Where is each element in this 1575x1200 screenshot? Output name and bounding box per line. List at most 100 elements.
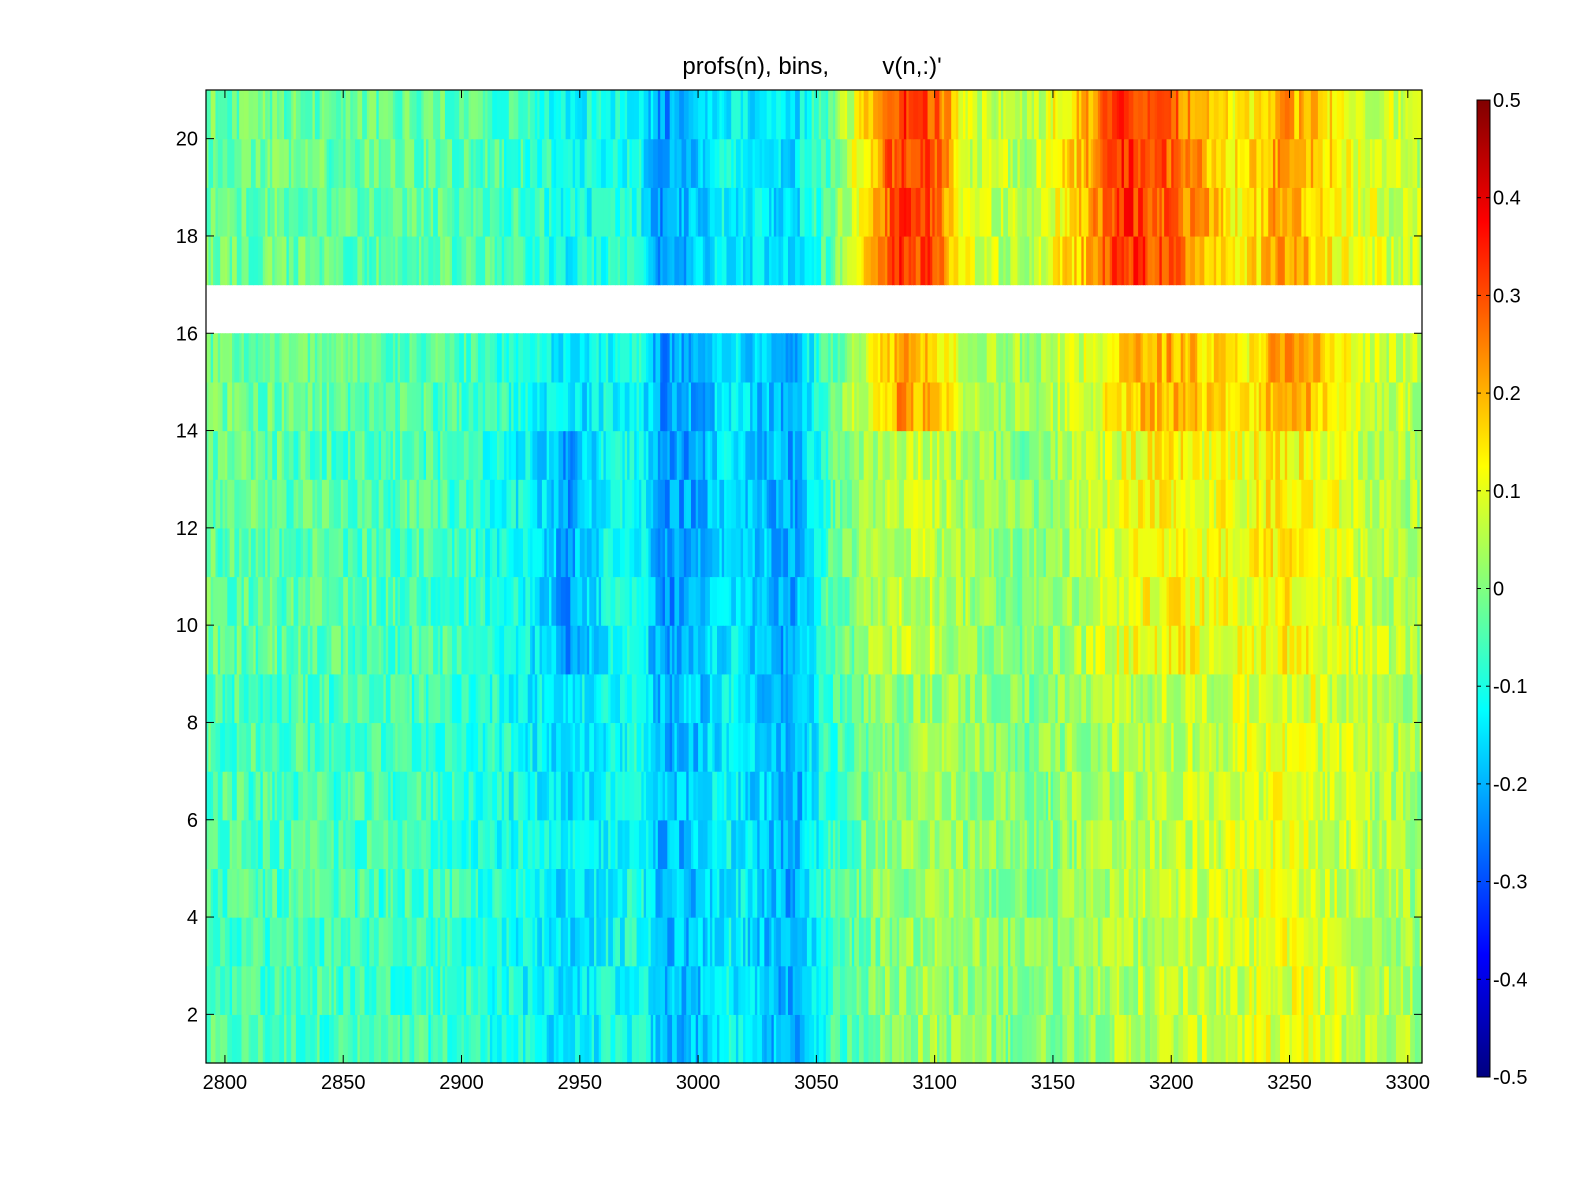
- heat-cell: [428, 673, 434, 724]
- heat-cell: [1128, 527, 1134, 578]
- heat-cell: [679, 576, 683, 626]
- heat-cell: [1178, 527, 1184, 578]
- heat-cell: [638, 819, 642, 869]
- heat-cell: [631, 673, 638, 724]
- heat-cell: [544, 381, 548, 432]
- heat-cell: [1317, 722, 1324, 772]
- heat-cell: [1161, 527, 1165, 578]
- heat-cell: [255, 479, 259, 529]
- heat-cell: [785, 917, 791, 967]
- heat-cell: [922, 1014, 929, 1064]
- heat-cell: [352, 771, 356, 821]
- heat-cell: [726, 722, 730, 772]
- heat-cell: [430, 868, 434, 918]
- heat-cell: [1384, 673, 1390, 724]
- heat-cell: [1268, 673, 1274, 724]
- heat-cell: [653, 965, 657, 1015]
- heat-cell: [584, 1014, 590, 1064]
- heat-cell: [745, 333, 751, 383]
- heat-cell: [903, 625, 907, 675]
- heat-cell: [776, 868, 782, 918]
- heat-cell: [934, 965, 938, 1015]
- heat-cell: [1104, 527, 1111, 578]
- heat-cell: [452, 673, 458, 724]
- heat-cell: [523, 333, 526, 383]
- heat-cell: [1282, 479, 1288, 529]
- heat-cell: [272, 917, 278, 967]
- heat-cell: [795, 625, 801, 675]
- heat-cell: [785, 771, 789, 821]
- heat-cell: [641, 673, 647, 724]
- heat-cell: [648, 771, 654, 821]
- heat-cell: [1313, 479, 1317, 529]
- heat-cell: [598, 430, 602, 480]
- heat-cell: [861, 722, 867, 772]
- heat-cell: [1419, 673, 1423, 724]
- heat-cell: [1351, 819, 1357, 869]
- heat-cell: [241, 819, 247, 869]
- heat-cell: [858, 381, 865, 432]
- heat-cell: [792, 819, 796, 869]
- heat-cell: [693, 625, 699, 675]
- heat-cell: [577, 430, 583, 480]
- heat-cell: [1076, 771, 1082, 821]
- heat-cell: [511, 1014, 515, 1064]
- heat-cell: [1003, 965, 1009, 1015]
- heat-cell: [830, 625, 836, 675]
- heat-cell: [1088, 1014, 1092, 1064]
- heat-cell: [757, 625, 763, 675]
- heat-cell: [1201, 1014, 1208, 1064]
- heat-cell: [672, 917, 676, 967]
- heat-cell: [1057, 673, 1061, 724]
- heat-cell: [1022, 625, 1026, 675]
- heat-cell: [560, 722, 567, 772]
- heat-cell: [1192, 527, 1198, 578]
- heat-cell: [496, 333, 503, 383]
- heat-cell: [752, 819, 758, 869]
- heat-cell: [487, 1014, 491, 1064]
- heat-cell: [1265, 965, 1269, 1015]
- heat-cell: [894, 1014, 900, 1064]
- heat-cell: [1173, 673, 1177, 724]
- heat-cell: [350, 1014, 354, 1064]
- heat-cell: [1081, 576, 1087, 626]
- heat-cell: [1365, 917, 1371, 967]
- heat-cell: [246, 722, 252, 772]
- heat-cell: [927, 771, 931, 821]
- heat-cell: [1329, 625, 1333, 675]
- heat-cell: [1010, 868, 1016, 918]
- heat-cell: [549, 819, 553, 869]
- heat-cell: [300, 722, 304, 772]
- heat-cell: [965, 576, 969, 626]
- heat-cell: [274, 479, 278, 529]
- heat-cell: [1405, 965, 1411, 1015]
- heat-cell: [338, 868, 342, 918]
- heat-cell: [1213, 479, 1217, 529]
- heat-cell: [615, 917, 621, 967]
- heat-cell: [648, 430, 654, 480]
- heat-cell: [1317, 965, 1321, 1015]
- heat-cell: [444, 965, 448, 1015]
- heat-cell: [629, 333, 633, 383]
- heat-cell: [738, 965, 742, 1015]
- heat-cell: [981, 819, 985, 869]
- heat-cell: [468, 673, 472, 724]
- heat-cell: [1159, 1014, 1165, 1064]
- heat-cell: [1334, 771, 1340, 821]
- heat-cell: [269, 430, 273, 480]
- heat-cell: [1128, 625, 1132, 675]
- heat-cell: [1235, 868, 1239, 918]
- heat-cell: [1386, 576, 1390, 626]
- heat-cell: [343, 333, 347, 383]
- heat-cell: [929, 819, 936, 869]
- heat-cell: [336, 722, 342, 772]
- heat-cell: [525, 333, 531, 383]
- heat-cell: [284, 965, 288, 1015]
- heat-cell: [1369, 965, 1376, 1015]
- heat-cell: [1374, 381, 1378, 432]
- heat-cell: [366, 527, 373, 578]
- heat-cell: [267, 771, 271, 821]
- heat-cell: [906, 819, 912, 869]
- heat-cell: [605, 965, 612, 1015]
- heat-cell: [414, 576, 418, 626]
